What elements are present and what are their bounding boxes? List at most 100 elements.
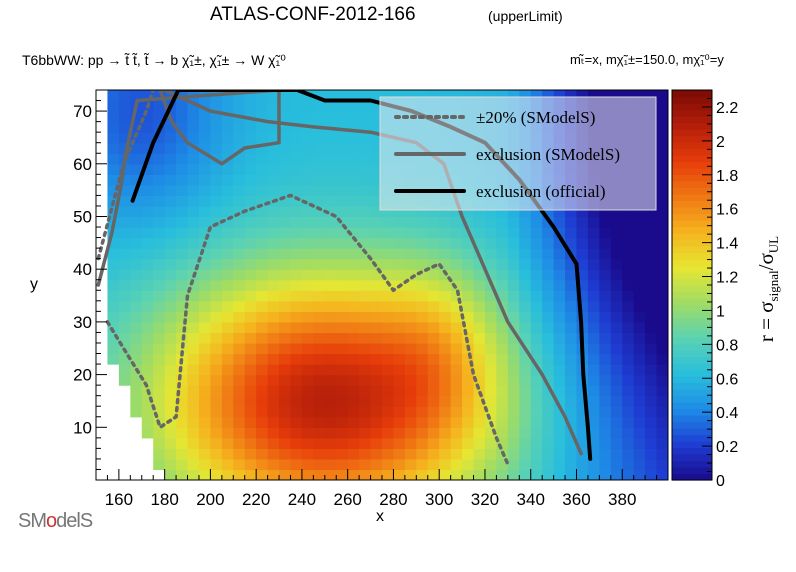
heatmap-cell — [336, 227, 349, 239]
heatmap-cell — [279, 437, 292, 449]
heatmap-cell — [656, 279, 668, 291]
heatmap-cell — [347, 458, 360, 471]
heatmap-cell — [599, 469, 612, 480]
heatmap-cell — [301, 332, 314, 344]
heatmap-cell — [336, 195, 349, 207]
heatmap-cell — [645, 353, 658, 365]
heatmap-cell — [496, 385, 509, 397]
heatmap-cell — [359, 142, 372, 154]
heatmap-cell — [301, 416, 314, 428]
color-scale-step — [672, 460, 712, 468]
heatmap-cell — [393, 469, 406, 480]
heatmap-cell — [279, 90, 292, 102]
heatmap-cell — [656, 416, 668, 428]
heatmap-cell — [279, 332, 292, 344]
heatmap-cell — [416, 406, 429, 418]
heatmap-cell — [519, 279, 532, 291]
heatmap-cell — [565, 353, 578, 365]
heatmap-cell — [587, 469, 600, 480]
heatmap-cell — [313, 437, 326, 449]
heatmap-cell — [187, 332, 200, 344]
heatmap-cell — [324, 163, 337, 175]
heatmap-cell — [404, 385, 417, 397]
heatmap-cell — [370, 174, 383, 186]
heatmap-cell — [118, 174, 131, 186]
heatmap-cell — [507, 258, 520, 270]
heatmap-cell — [221, 174, 234, 186]
heatmap-cell — [622, 205, 635, 218]
heatmap-cell — [301, 174, 314, 186]
heatmap-cell — [221, 395, 234, 407]
heatmap-cell — [130, 311, 143, 323]
color-scale-step — [672, 213, 712, 221]
heatmap-cell — [118, 184, 131, 197]
heatmap-cell — [382, 205, 395, 218]
heatmap-cell — [610, 342, 623, 355]
heatmap-cell — [244, 416, 257, 428]
heatmap-cell — [267, 184, 280, 197]
heatmap-cell — [393, 374, 406, 386]
heatmap-cell — [130, 227, 143, 239]
heatmap-cell — [450, 227, 463, 239]
z-tick-label: 0 — [716, 473, 725, 490]
heatmap-cell — [187, 300, 200, 312]
heatmap-cell — [542, 332, 555, 344]
heatmap-cell — [496, 416, 509, 428]
heatmap-cell — [450, 248, 463, 260]
heatmap-cell — [484, 248, 497, 260]
heatmap-cell — [187, 121, 200, 133]
heatmap-cell — [130, 258, 143, 270]
heatmap-cell — [530, 385, 543, 397]
heatmap-cell — [473, 300, 486, 312]
heatmap-cell — [656, 237, 668, 249]
heatmap-cell — [359, 205, 372, 218]
heatmap-cell — [519, 90, 532, 102]
heatmap-cell — [301, 279, 314, 291]
heatmap-cell — [359, 237, 372, 249]
heatmap-cell — [496, 227, 509, 239]
heatmap-cell — [462, 205, 475, 218]
heatmap-cell — [107, 100, 120, 112]
heatmap-cell — [416, 364, 429, 376]
heatmap-cell — [256, 237, 269, 249]
heatmap-cell — [267, 111, 280, 123]
heatmap-cell — [233, 427, 246, 439]
heatmap-cell — [370, 448, 383, 460]
heatmap-cell — [313, 227, 326, 239]
heatmap-cell — [610, 300, 623, 312]
heatmap-cell — [324, 321, 337, 334]
heatmap-cell — [416, 237, 429, 249]
heatmap-cell — [622, 290, 635, 302]
heatmap-cell — [164, 216, 177, 228]
heatmap-cell — [484, 374, 497, 386]
heatmap-cell — [313, 279, 326, 291]
heatmap-cell — [462, 406, 475, 418]
heatmap-cell — [565, 216, 578, 228]
heatmap-cell — [153, 427, 166, 439]
z-label-sub-ul: UL — [766, 235, 782, 254]
heatmap-cell — [187, 227, 200, 239]
heatmap-cell — [633, 416, 646, 428]
heatmap-cell — [153, 269, 166, 281]
heatmap-cell — [622, 406, 635, 418]
mass-info-label: mₜ̃=x, mχ̃₁±=150.0, mχ̃₁⁰=y — [570, 52, 724, 67]
heatmap-cell — [404, 427, 417, 439]
heatmap-cell — [107, 121, 120, 133]
heatmap-cell — [507, 216, 520, 228]
heatmap-cell — [279, 184, 292, 197]
heatmap-cell — [130, 406, 143, 418]
heatmap-cell — [622, 364, 635, 376]
heatmap-cell — [141, 227, 154, 239]
heatmap-cell — [622, 332, 635, 344]
heatmap-cell — [301, 353, 314, 365]
heatmap-cell — [301, 437, 314, 449]
color-scale-step — [672, 122, 712, 130]
heatmap-cell — [542, 342, 555, 355]
heatmap-cell — [301, 132, 314, 144]
heatmap-cell — [416, 374, 429, 386]
heatmap-cell — [130, 395, 143, 407]
legend-entry-label: ±20% (SModelS) — [476, 108, 595, 127]
heatmap-cell — [645, 448, 658, 460]
heatmap-cell — [427, 385, 440, 397]
